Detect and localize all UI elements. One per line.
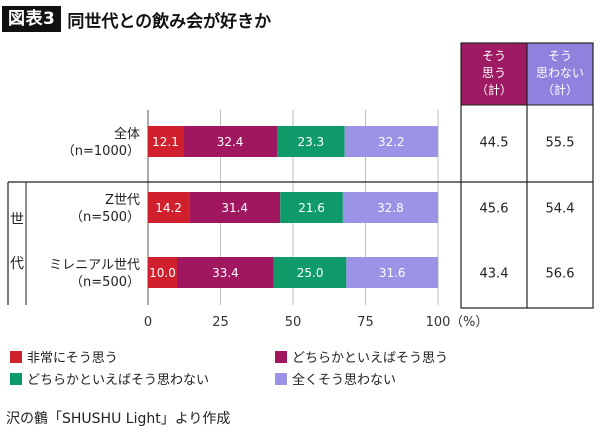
agree-total-value: 43.4	[480, 267, 509, 282]
legend-swatch	[10, 372, 22, 385]
summary-header-text: （計）	[542, 82, 578, 97]
data-label: 21.6	[298, 201, 325, 215]
bar-segment	[342, 192, 438, 223]
legend-item: 非常にそう思う	[10, 347, 118, 366]
bar-segment	[280, 192, 343, 223]
legend-item: 全くそう思わない	[275, 369, 396, 388]
x-tick-label: 25	[212, 315, 229, 330]
data-label: 32.4	[217, 135, 244, 149]
bar-segment	[344, 126, 438, 157]
data-label: 32.8	[377, 201, 404, 215]
x-tick-label: 0	[144, 315, 152, 330]
category-label: Z世代	[105, 193, 140, 208]
bar-segment	[346, 257, 438, 288]
summary-table: そう思う （計） そう思わない （計） 44.5 55.5 45.6 54.4 43.4 56.6	[7, 42, 594, 309]
summary-header-text: そう	[548, 49, 572, 63]
summary-header-text: （計）	[476, 82, 512, 97]
legend-label: 全くそう思わない	[292, 373, 397, 388]
x-tick-label: 75	[357, 315, 374, 330]
bar-segment	[148, 126, 184, 157]
category-label: （n=500）	[70, 210, 140, 225]
category-label: （n=500）	[70, 275, 140, 290]
agree-total-value: 45.6	[480, 202, 509, 217]
summary-header-cell	[527, 43, 593, 105]
summary-header-cell	[461, 43, 527, 105]
data-label: 33.4	[212, 266, 239, 280]
x-tick-label: 100	[426, 315, 451, 330]
legend-swatch	[10, 350, 22, 363]
category-label: 全体	[114, 126, 140, 142]
data-label: 25.0	[297, 266, 324, 280]
disagree-total-value: 54.4	[546, 202, 575, 217]
legend-item: どちらかといえばそう思う	[275, 347, 448, 366]
data-label: 31.6	[379, 266, 406, 280]
disagree-total-value: 55.5	[546, 136, 575, 151]
legend-label: どちらかといえばそう思う	[292, 351, 449, 366]
group-label: 代	[10, 256, 24, 272]
x-axis-unit: （%）	[450, 315, 488, 330]
legend-swatch	[275, 372, 287, 385]
disagree-total-value: 56.6	[546, 267, 575, 282]
bar-segment	[189, 192, 281, 223]
data-label: 12.1	[152, 135, 179, 149]
row-labels: 世代 全体 （n=1000） Z世代 （n=500） ミレニアル世代 （n=500）	[10, 126, 140, 290]
group-label: 世	[10, 212, 24, 228]
category-label: （n=1000）	[62, 144, 140, 159]
bars: 12.1 32.4 23.3 32.2 14.2 31.4 21.6 32.8 10.0 33.4…	[148, 126, 438, 288]
bar-segment	[148, 192, 190, 223]
x-axis: 0 25 50 75 100 （%）	[144, 315, 489, 330]
chart-title: 同世代との飲み会が好きか	[67, 11, 272, 32]
bar-segment	[183, 126, 278, 157]
legend-label: どちらかといえばそう思わない	[27, 373, 210, 388]
bar-segment	[273, 257, 347, 288]
chart-area: そう思う （計） そう思わない （計） 44.5 55.5 45.6 54.4 43.4 56.6…	[7, 42, 594, 330]
summary-header-text: 思わない	[536, 66, 584, 80]
agree-total-value: 44.5	[480, 136, 509, 151]
data-label: 32.2	[378, 135, 405, 149]
summary-header-text: 思う	[482, 66, 506, 80]
summary-header-text: そう	[482, 49, 506, 63]
figure-header: 図表3 同世代との飲み会が好きか	[2, 6, 271, 32]
data-label: 23.3	[297, 135, 324, 149]
legend-swatch	[275, 350, 287, 363]
data-label: 10.0	[149, 266, 176, 280]
bar-segment	[177, 257, 274, 288]
source-note: 沢の鶴「SHUSHU Light」より作成	[6, 411, 231, 427]
category-label: ミレニアル世代	[49, 258, 140, 273]
x-tick-label: 50	[285, 315, 302, 330]
figure-number-badge: 図表3	[2, 6, 62, 32]
bar-segment	[148, 257, 177, 288]
data-label: 31.4	[221, 201, 248, 215]
data-label: 14.2	[155, 201, 182, 215]
legend-item: どちらかといえばそう思わない	[10, 369, 209, 388]
legend-label: 非常にそう思う	[27, 351, 118, 366]
bar-segment	[277, 126, 345, 157]
